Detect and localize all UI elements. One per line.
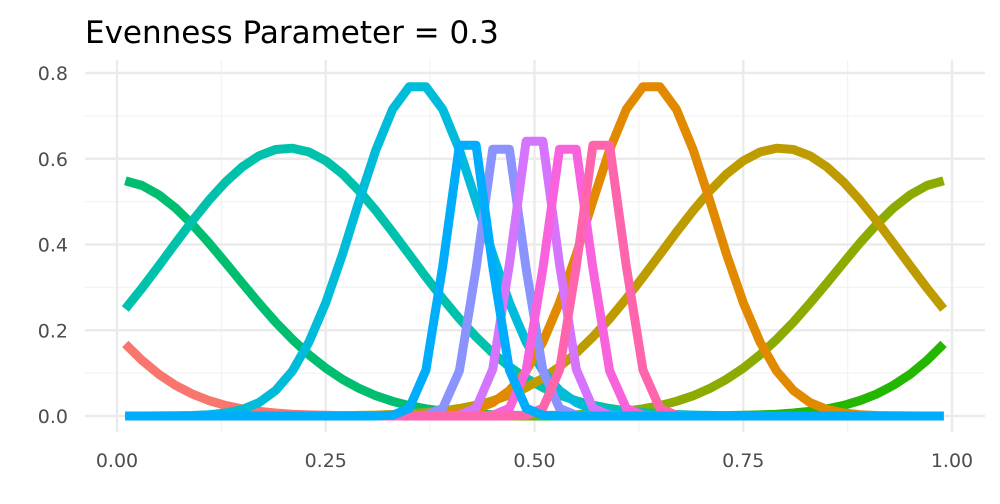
x-tick-label: 0.25 (305, 450, 347, 472)
chart-title: Evenness Parameter = 0.3 (85, 15, 499, 51)
y-tick-label: 0.0 (38, 406, 68, 428)
series-line-12 (125, 140, 944, 421)
series-lines (121, 82, 948, 421)
y-axis: 0.0 0.2 0.4 0.6 0.8 (38, 63, 68, 428)
y-tick-label: 0.2 (38, 320, 68, 342)
y-tick-label: 0.6 (38, 149, 68, 171)
x-tick-label: 1.00 (931, 450, 973, 472)
y-tick-label: 0.8 (38, 63, 68, 85)
y-tick-label: 0.4 (38, 235, 68, 257)
x-axis: 0.00 0.25 0.50 0.75 1.00 (96, 450, 973, 472)
grid (85, 60, 985, 432)
x-tick-label: 0.00 (96, 450, 138, 472)
x-tick-label: 0.50 (513, 450, 555, 472)
x-tick-label: 0.75 (722, 450, 764, 472)
